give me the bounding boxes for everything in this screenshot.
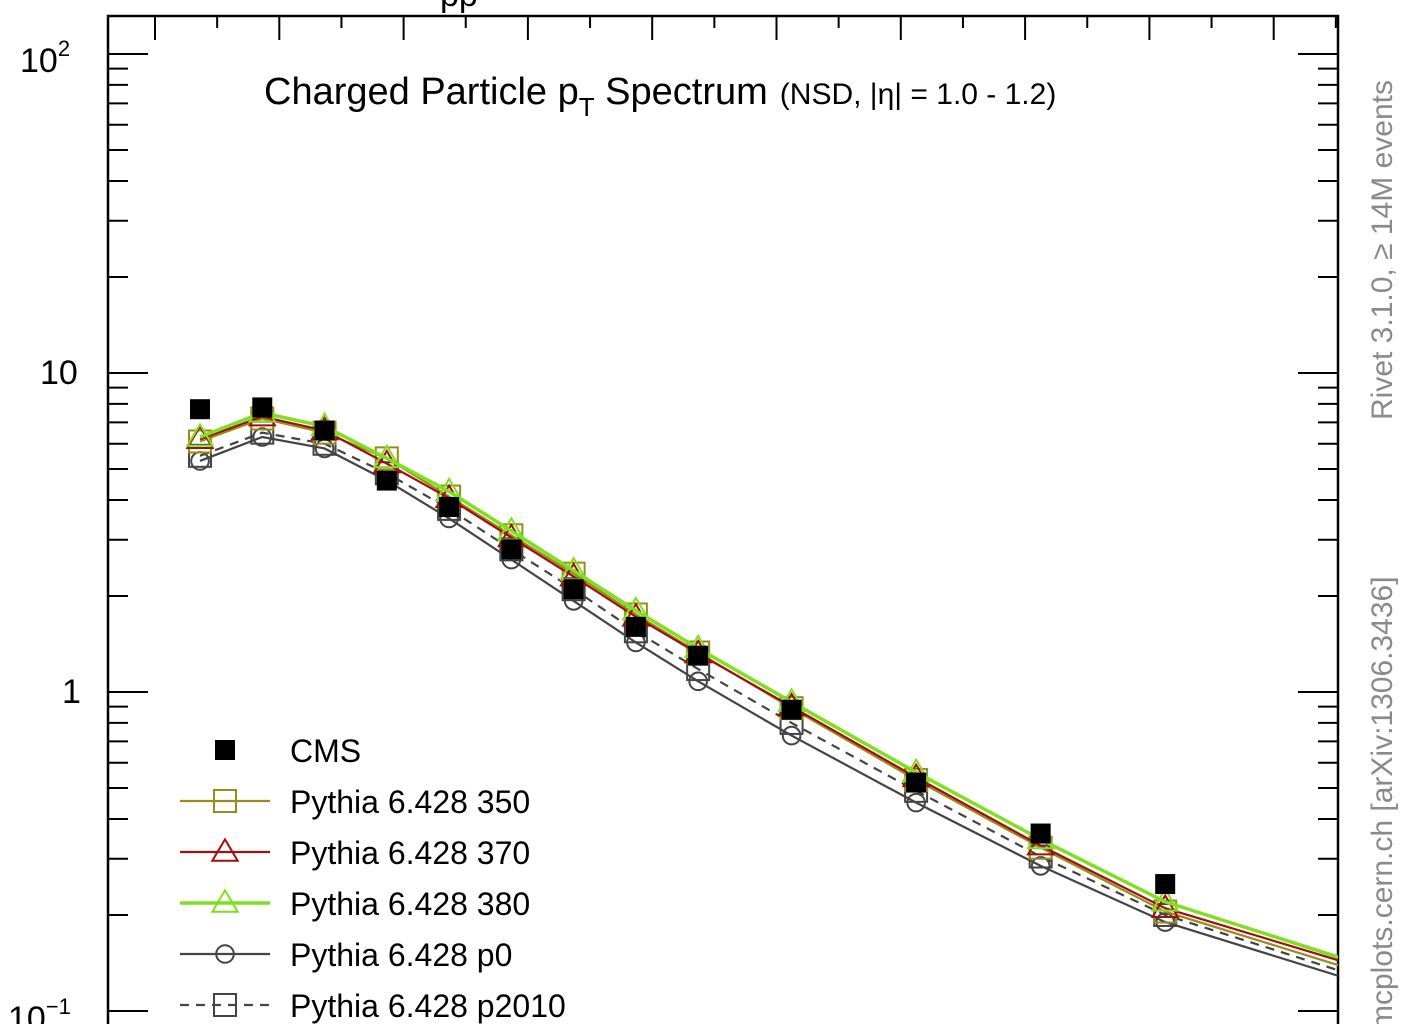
y-tick-labels: 102 10 1 10−1 (8, 36, 81, 1024)
chart-title: Charged Particle pT Spectrum (NSD, |η| = … (264, 71, 1056, 122)
legend: CMS Pythia 6.428 350 Pythia 6.428 370 Pythi… (180, 733, 566, 1024)
data-point (906, 792, 926, 813)
data-point (781, 699, 802, 720)
data-point (376, 470, 397, 491)
legend-entry-pythia-6-428-370: Pythia 6.428 370 (180, 835, 530, 871)
plot-frame (106, 14, 1340, 1024)
data-point (906, 772, 927, 793)
y-tick-label-0.1: 10−1 (8, 994, 71, 1024)
legend-marker (210, 837, 240, 862)
data-point (781, 725, 802, 746)
data-point (252, 397, 273, 418)
series-line (199, 435, 1338, 977)
series-pythia-6-428-380 (185, 398, 1338, 972)
series-line (199, 431, 1338, 972)
series-layer (185, 397, 1363, 989)
data-point (1030, 856, 1051, 876)
legend-label: Pythia 6.428 p0 (290, 937, 512, 973)
data-point (688, 671, 708, 692)
legend-label: Pythia 6.428 350 (290, 784, 530, 820)
data-point (1343, 971, 1361, 989)
axis-ticks (108, 16, 1338, 1012)
legend-marker (210, 888, 240, 913)
series-line (199, 415, 1338, 962)
legend-entry-pythia-6-428-380: Pythia 6.428 380 (180, 886, 530, 922)
data-point (252, 427, 273, 447)
data-point (185, 424, 215, 450)
legend-label: Pythia 6.428 380 (290, 886, 530, 922)
data-point (563, 579, 584, 600)
y-tick-label-100: 102 (20, 36, 70, 80)
legend-label: CMS (290, 733, 361, 769)
legend-entry-pythia-6-428-p2010: Pythia 6.428 p2010 (180, 988, 566, 1024)
data-point (501, 539, 522, 560)
legend-marker (215, 740, 235, 760)
data-point (1337, 973, 1338, 975)
series-line (199, 411, 1338, 959)
data-point (372, 443, 402, 469)
data-point (190, 399, 210, 420)
data-point (1342, 959, 1362, 979)
side-text-mcplots: mcplots.cern.ch [arXiv:1306.3436] (1366, 576, 1399, 1024)
legend-entry-cms: CMS (215, 733, 361, 769)
y-tick-label-10: 10 (40, 354, 78, 392)
data-point (625, 616, 646, 637)
legend-marker (213, 993, 237, 1017)
header-partial: pp (440, 0, 478, 14)
data-point (185, 422, 215, 447)
series-cms (190, 397, 1362, 979)
data-point (1337, 970, 1338, 972)
data-point (314, 420, 335, 441)
legend-label: Pythia 6.428 370 (290, 835, 530, 871)
data-point (1341, 964, 1363, 986)
legend-entry-pythia-6-428-350: Pythia 6.428 350 (180, 784, 530, 820)
data-point (439, 497, 460, 518)
series-pythia-6-428-p0 (190, 427, 1361, 989)
data-point (1155, 874, 1176, 895)
side-text-rivet: Rivet 3.1.0, ≥ 14M events (1366, 80, 1399, 420)
legend-label: Pythia 6.428 p2010 (290, 988, 566, 1024)
legend-marker (213, 789, 237, 813)
data-point (1030, 823, 1051, 844)
data-point (1150, 887, 1180, 912)
data-point (1341, 958, 1363, 980)
legend-entry-pythia-6-428-p0: Pythia 6.428 p0 (180, 937, 512, 973)
legend-marker (215, 944, 235, 964)
data-point (1150, 893, 1180, 919)
data-point (688, 645, 709, 666)
y-tick-label-1: 1 (62, 673, 81, 711)
